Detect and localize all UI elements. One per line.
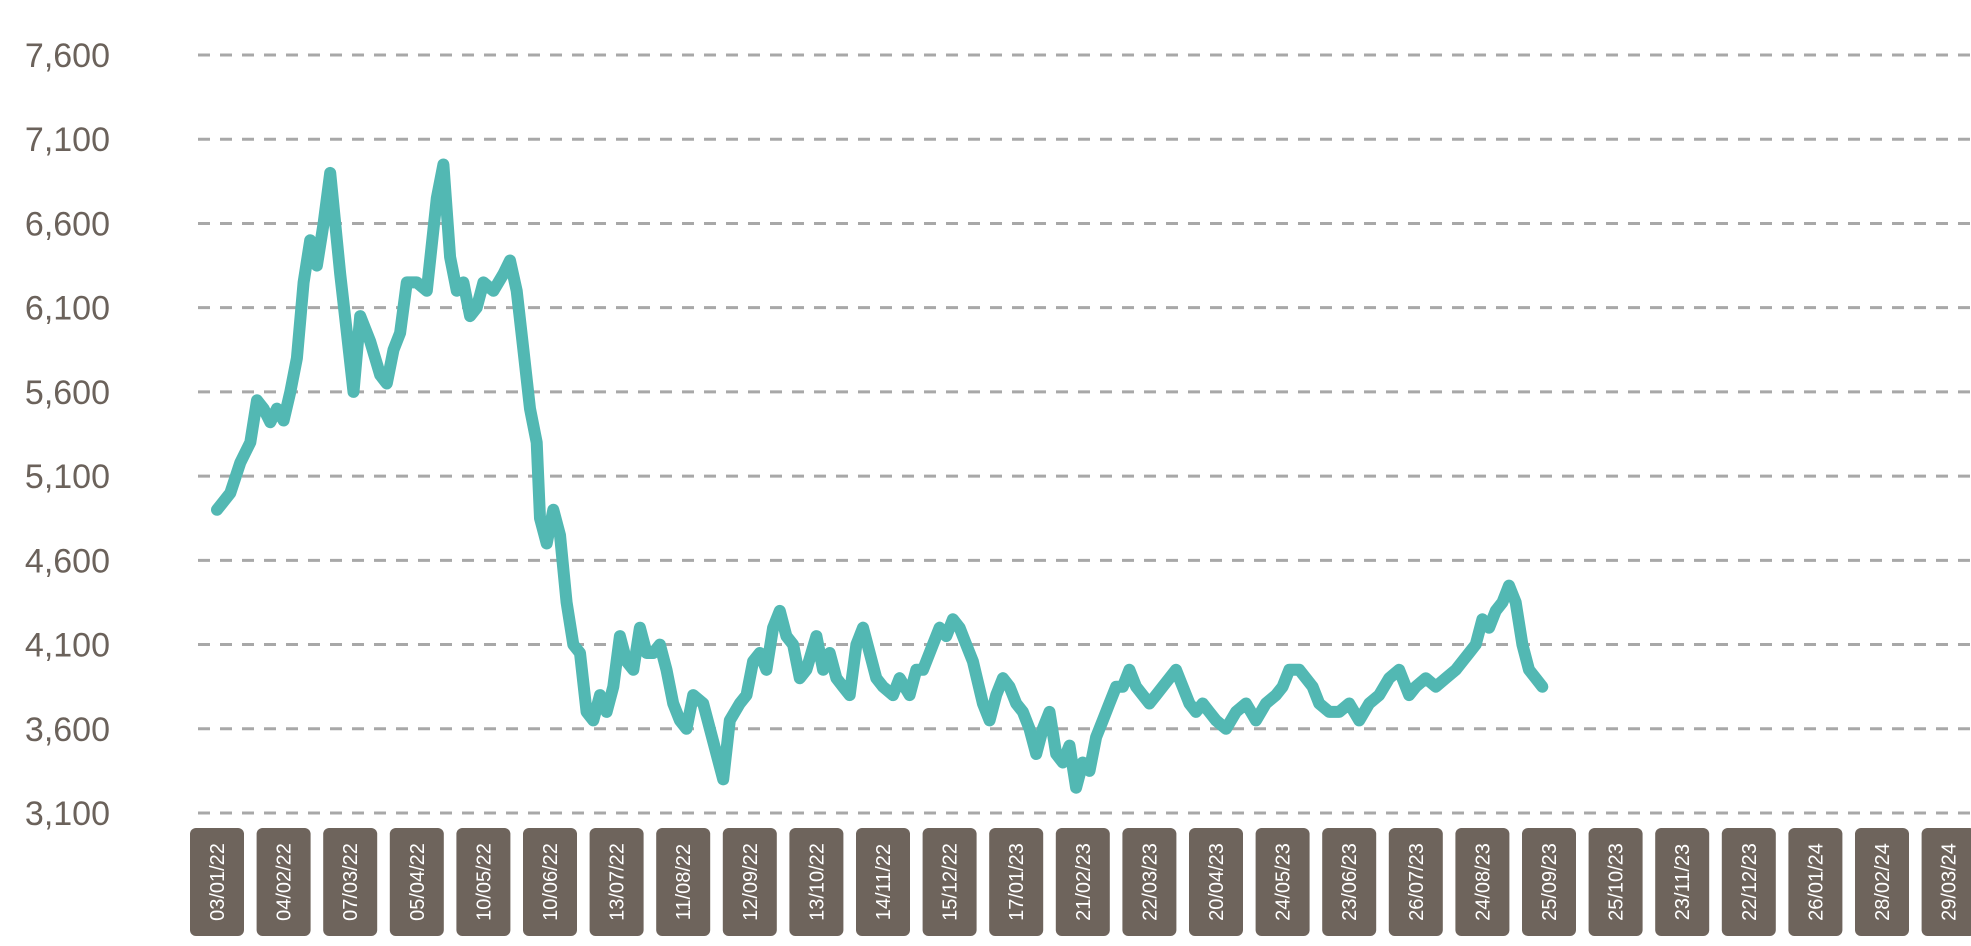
x-tick: 15/12/22: [922, 828, 977, 936]
x-tick-label: 20/04/23: [1206, 843, 1228, 921]
y-tick-label: 5,600: [25, 374, 110, 412]
x-tick-label: 22/12/23: [1739, 843, 1761, 921]
x-tick-box: [256, 828, 311, 936]
x-tick-box: [789, 828, 844, 936]
x-tick: 22/12/23: [1721, 828, 1776, 936]
x-tick: 23/11/23: [1655, 828, 1710, 936]
x-tick: 03/01/22: [190, 828, 244, 936]
x-tick: 25/10/23: [1588, 828, 1643, 936]
x-tick-label: 13/10/22: [806, 843, 828, 921]
series-layer: [211, 158, 1549, 794]
x-tick-label: 13/07/22: [607, 843, 629, 921]
x-tick-label: 26/07/23: [1406, 843, 1428, 921]
x-tick: 21/02/23: [1055, 828, 1110, 936]
x-tick-box: [922, 828, 977, 936]
y-tick-label: 6,600: [25, 205, 110, 243]
x-tick-label: 25/09/23: [1539, 843, 1561, 921]
x-tick-label: 29/03/24: [1939, 843, 1961, 921]
y-tick-label: 7,100: [25, 121, 110, 159]
x-tick-box: [1255, 828, 1310, 936]
x-tick-box: [1455, 828, 1510, 936]
x-tick-label: 05/04/22: [407, 843, 429, 921]
y-tick-label: 3,600: [25, 711, 110, 749]
x-tick-label: 10/05/22: [473, 843, 495, 921]
y-axis-tick-labels: 7,600 7,100 6,600 6,100 5,600 5,100 4,600 4,100…: [25, 37, 110, 833]
x-tick-label: 10/06/22: [540, 843, 562, 921]
x-tick: 04/02/22: [256, 828, 311, 936]
x-tick-box: [856, 828, 910, 936]
x-tick-box: [589, 828, 644, 936]
x-tick: 11/08/22: [656, 828, 711, 936]
x-tick-box: [656, 828, 711, 936]
y-tick-label: 4,100: [25, 627, 110, 665]
x-tick-box: [190, 828, 244, 936]
x-tick-box: [1788, 828, 1843, 936]
x-tick-label: 11/08/22: [673, 844, 695, 920]
x-tick-box: [523, 828, 577, 936]
x-tick-label: 26/01/24: [1805, 843, 1827, 921]
x-tick-box: [456, 828, 511, 936]
y-tick-label: 5,100: [25, 458, 110, 496]
x-tick-label: 25/10/23: [1606, 843, 1628, 921]
y-tick-label: 4,600: [25, 542, 110, 580]
x-tick-label: 03/01/22: [207, 843, 229, 921]
x-tick-label: 21/02/23: [1073, 843, 1095, 921]
x-tick: 07/03/22: [323, 828, 378, 936]
x-tick: 10/05/22: [456, 828, 511, 936]
x-tick: 26/07/23: [1388, 828, 1443, 936]
x-axis-tick-labels: 03/01/22 04/02/22 07/03/22 05/04/22 10/05/22…: [190, 828, 1971, 936]
x-tick: 17/01/23: [989, 828, 1044, 936]
x-tick: 20/04/23: [1189, 828, 1243, 936]
x-tick: 28/02/24: [1855, 828, 1909, 936]
x-tick-label: 24/05/23: [1273, 843, 1295, 921]
x-tick: 13/10/22: [789, 828, 844, 936]
x-tick-label: 23/06/23: [1339, 843, 1361, 921]
y-tick-label: 6,100: [25, 290, 110, 328]
x-tick: 24/08/23: [1455, 828, 1510, 936]
x-tick-label: 12/09/22: [740, 843, 762, 921]
x-tick-box: [1322, 828, 1377, 936]
x-tick-box: [1721, 828, 1776, 936]
x-tick-label: 07/03/22: [340, 843, 362, 921]
x-tick: 10/06/22: [523, 828, 577, 936]
x-tick: 24/05/23: [1255, 828, 1310, 936]
x-tick-label: 28/02/24: [1872, 843, 1894, 921]
x-tick: 13/07/22: [589, 828, 644, 936]
x-tick-box: [1122, 828, 1177, 936]
x-tick: 25/09/23: [1522, 828, 1576, 936]
x-tick-box: [1655, 828, 1710, 936]
x-tick-label: 17/01/23: [1006, 843, 1028, 921]
x-tick-box: [1055, 828, 1110, 936]
gridlines: [198, 53, 1971, 815]
x-tick: 26/01/24: [1788, 828, 1843, 936]
x-tick-box: [722, 828, 777, 936]
x-tick-label: 23/11/23: [1672, 844, 1694, 920]
x-tick-box: [1921, 828, 1971, 936]
x-tick-box: [1522, 828, 1576, 936]
x-tick: 14/11/22: [856, 828, 910, 936]
x-tick: 12/09/22: [722, 828, 777, 936]
x-tick-box: [1588, 828, 1643, 936]
x-tick: 22/03/23: [1122, 828, 1177, 936]
y-tick-label: 7,600: [25, 37, 110, 75]
x-tick-box: [323, 828, 378, 936]
x-tick-box: [389, 828, 444, 936]
x-tick-box: [1388, 828, 1443, 936]
series-line: [211, 158, 1549, 794]
y-tick-label: 3,100: [25, 795, 110, 833]
x-tick-box: [989, 828, 1044, 936]
x-tick: 23/06/23: [1322, 828, 1377, 936]
x-tick-label: 24/08/23: [1472, 843, 1494, 921]
x-tick-label: 22/03/23: [1139, 843, 1161, 921]
x-tick: 05/04/22: [389, 828, 444, 936]
x-tick-label: 04/02/22: [274, 843, 296, 921]
x-tick-label: 15/12/22: [940, 843, 962, 921]
x-tick: 29/03/24: [1921, 828, 1971, 936]
x-tick-label: 14/11/22: [873, 844, 895, 920]
x-tick-box: [1855, 828, 1909, 936]
x-tick-box: [1189, 828, 1243, 936]
